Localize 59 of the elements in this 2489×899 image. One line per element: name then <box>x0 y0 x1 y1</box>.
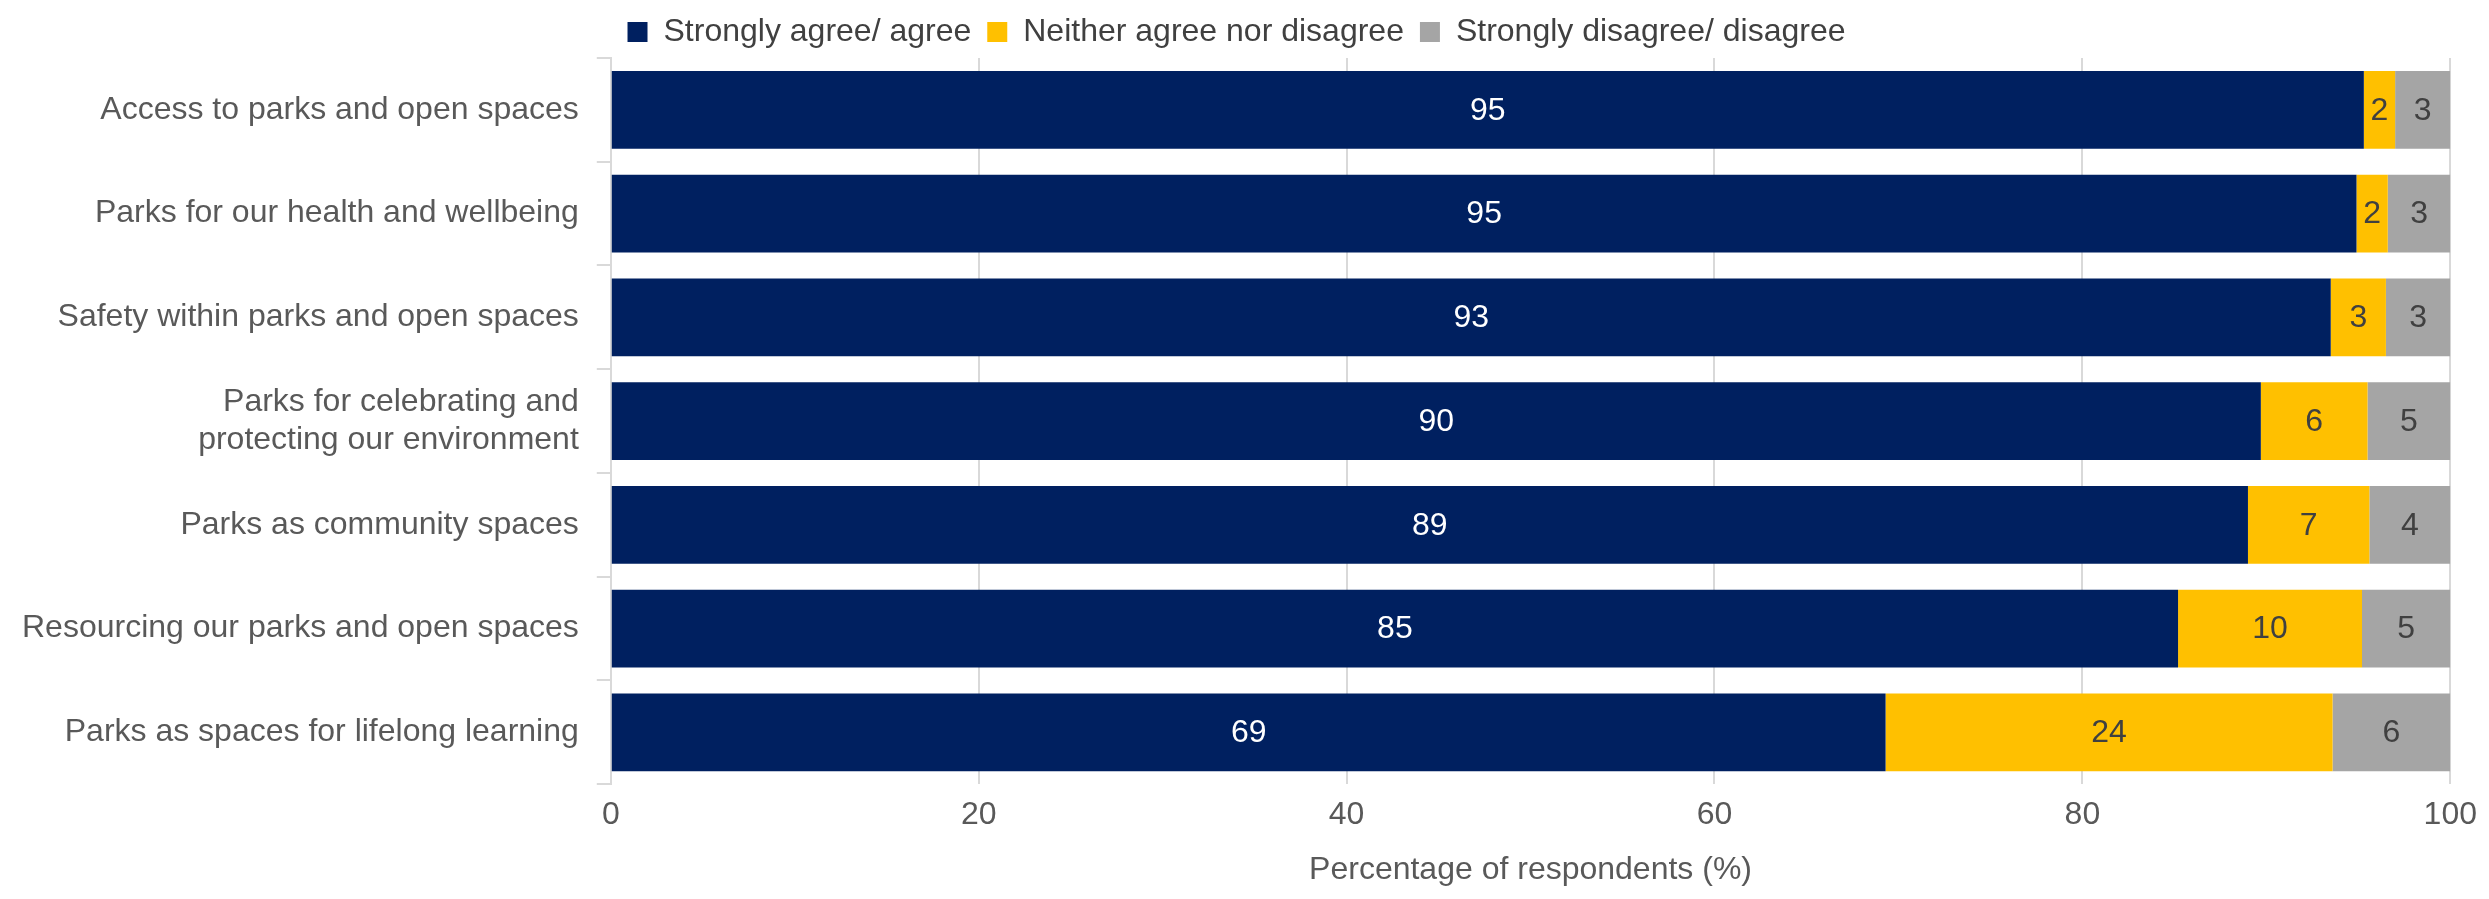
bar <box>2395 70 2451 149</box>
data-label: 95 <box>1470 90 1506 127</box>
data-label: 10 <box>2252 609 2288 646</box>
bar <box>2367 382 2451 460</box>
y-tick-label: Resourcing our parks and open spaces <box>22 608 579 645</box>
data-label: 90 <box>1418 401 1455 438</box>
y-tick-label: Parks for our health and wellbeing <box>94 193 579 230</box>
legend-label: Strongly agree/ agree <box>663 11 972 48</box>
data-label: 85 <box>1377 609 1413 646</box>
bar <box>611 174 2357 253</box>
bar <box>2332 693 2451 772</box>
bar <box>2387 174 2451 253</box>
data-label: 5 <box>2400 401 2418 438</box>
data-label: 69 <box>1230 713 1267 750</box>
bar <box>2369 485 2451 564</box>
y-tick-label: Access to parks and open spaces <box>100 89 579 126</box>
x-tick-label: 80 <box>2064 795 2101 832</box>
data-label: 95 <box>1466 194 1502 231</box>
bar <box>2178 589 2363 668</box>
data-label: 2 <box>2363 194 2382 231</box>
y-tick-label: Parks for celebrating and protecting our environment <box>198 381 579 457</box>
bar <box>1885 693 2333 772</box>
y-tick-label: Parks as spaces for lifelong learning <box>64 712 579 749</box>
data-label: 2 <box>2370 90 2389 127</box>
bar <box>2363 70 2396 149</box>
bar <box>611 382 2261 460</box>
bar <box>611 70 2364 149</box>
x-tick-label: 20 <box>960 795 997 832</box>
bar <box>2247 485 2370 564</box>
bar <box>2260 382 2368 460</box>
bar <box>611 278 2331 357</box>
data-label: 24 <box>2091 713 2127 750</box>
legend-label: Strongly disagree/ disagree <box>1455 11 1846 48</box>
x-tick-label: 100 <box>2423 795 2477 832</box>
data-label: 89 <box>1412 505 1448 542</box>
bar <box>611 589 2179 668</box>
bar <box>611 693 1886 772</box>
x-axis-title: Percentage of respondents (%) <box>1309 849 1752 886</box>
bar <box>2356 174 2388 253</box>
data-label: 3 <box>2410 194 2428 231</box>
data-label: 6 <box>2305 401 2324 438</box>
data-label: 6 <box>2382 713 2401 750</box>
x-tick-label: 0 <box>601 795 620 832</box>
bar <box>2385 278 2451 357</box>
bar <box>2330 278 2386 357</box>
data-label: 3 <box>2409 298 2428 335</box>
bar <box>2362 589 2451 668</box>
x-tick-label: 60 <box>1696 795 1733 832</box>
bar <box>611 485 2248 564</box>
data-label: 5 <box>2397 609 2416 646</box>
y-tick-label: Parks as community spaces <box>180 504 579 541</box>
data-label: 4 <box>2400 505 2419 542</box>
data-label: 7 <box>2299 505 2318 542</box>
data-label: 93 <box>1453 298 1490 335</box>
y-tick-label: Safety within parks and open spaces <box>57 297 579 334</box>
x-tick-label: 40 <box>1328 795 1365 832</box>
data-label: 3 <box>2349 298 2368 335</box>
legend-label: Neither agree nor disagree <box>1023 11 1404 48</box>
data-label: 3 <box>2413 90 2432 127</box>
